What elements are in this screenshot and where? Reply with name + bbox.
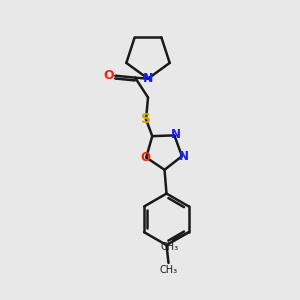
Text: N: N [179, 150, 189, 163]
Text: O: O [140, 151, 150, 164]
Text: O: O [103, 69, 114, 82]
Text: CH₃: CH₃ [161, 242, 179, 252]
Text: N: N [143, 72, 153, 85]
Text: S: S [141, 112, 151, 126]
Text: N: N [170, 128, 180, 141]
Text: CH₃: CH₃ [159, 265, 178, 275]
